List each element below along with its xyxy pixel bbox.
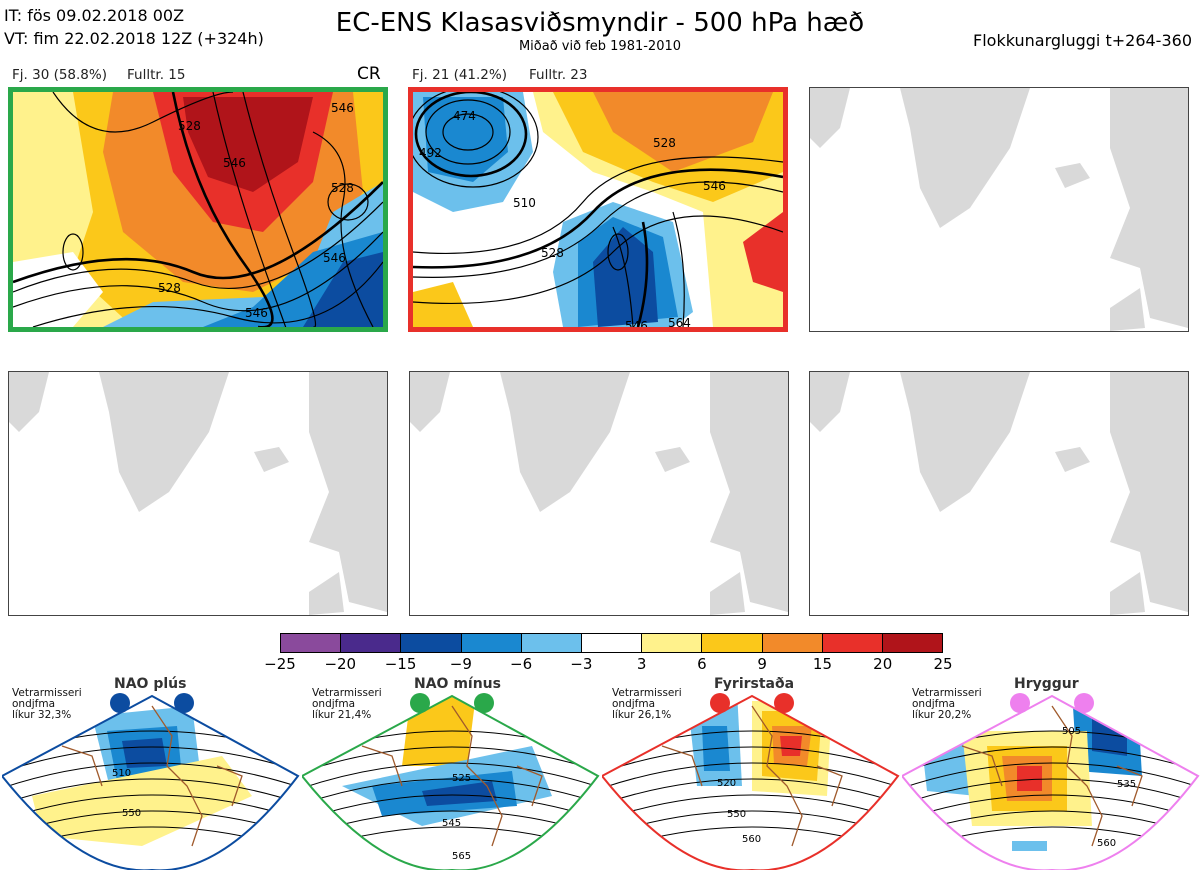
regime-marker-dot bbox=[474, 693, 494, 713]
colorbar-segment bbox=[642, 634, 703, 652]
regime-contour-label: 535 bbox=[1117, 779, 1136, 790]
regime-marker-dot bbox=[710, 693, 730, 713]
colorbar-segment bbox=[822, 634, 883, 652]
page-subtitle: Miðað við feb 1981-2010 bbox=[518, 39, 682, 54]
regime-prob: líkur 21,4% bbox=[312, 709, 372, 721]
regime-contour-label: 560 bbox=[1097, 838, 1116, 849]
regime-contour-label: 550 bbox=[122, 808, 141, 819]
regime-marker-dot bbox=[174, 693, 194, 713]
cluster1-representative: Fulltr. 15 bbox=[127, 67, 186, 83]
contour-label: 474 bbox=[453, 109, 476, 123]
colorbar-tick-label: −15 bbox=[384, 655, 417, 673]
anomaly-colorbar bbox=[280, 633, 943, 653]
colorbar-segment bbox=[762, 634, 823, 652]
colorbar-segment bbox=[521, 634, 582, 652]
regime-contour-label: 520 bbox=[717, 778, 736, 789]
cluster1-members: Fj. 30 (58.8%) bbox=[12, 67, 107, 83]
empty-map-4 bbox=[8, 371, 388, 616]
cluster-window: Flokkunargluggi t+264-360 bbox=[973, 31, 1192, 50]
colorbar-tick-label: −20 bbox=[324, 655, 357, 673]
colorbar-tick-label: −9 bbox=[449, 655, 472, 673]
regime-contour-label: 550 bbox=[727, 809, 746, 820]
contour-label: 528 bbox=[541, 246, 564, 260]
regime-contour-label: 560 bbox=[742, 834, 761, 845]
contour-label: 528 bbox=[158, 281, 181, 295]
regime-contour-label: 505 bbox=[1062, 726, 1081, 737]
page-title: EC-ENS Klasasviðsmyndir - 500 hPa hæð bbox=[335, 8, 865, 38]
init-time: IT: fös 09.02.2018 00Z bbox=[4, 6, 185, 25]
contour-label: 510 bbox=[513, 196, 536, 210]
regime-contour-label: 565 bbox=[452, 851, 471, 862]
regime-marker-dot bbox=[1074, 693, 1094, 713]
empty-map-6 bbox=[809, 371, 1189, 616]
contour-label: 492 bbox=[419, 146, 442, 160]
colorbar-tick-label: −6 bbox=[510, 655, 533, 673]
contour-label: 546 bbox=[703, 179, 726, 193]
cluster-map-2[interactable]: 474 492 510 528 528 546 546 564 bbox=[408, 87, 788, 332]
regime-season: Vetrarmisseri bbox=[12, 687, 82, 699]
regime-prob: líkur 20,2% bbox=[912, 709, 972, 721]
colorbar-segment bbox=[702, 634, 763, 652]
colorbar-tick-label: −3 bbox=[570, 655, 593, 673]
colorbar-segment bbox=[461, 634, 522, 652]
colorbar-segment bbox=[401, 634, 462, 652]
regime-season: Vetrarmisseri bbox=[612, 687, 682, 699]
regime-marker-dot bbox=[410, 693, 430, 713]
colorbar-segment bbox=[581, 634, 643, 652]
regime-mean: ondjfma bbox=[312, 698, 356, 710]
valid-time: VT: fim 22.02.2018 12Z (+324h) bbox=[4, 29, 264, 48]
regime-4: 505 535 560 Hryggur Vetrarmisseri ondjfma líku… bbox=[902, 676, 1200, 870]
regime-title: Fyrirstaða bbox=[714, 676, 795, 692]
cluster-map-1[interactable]: 528 546 528 528 546 546 546 bbox=[8, 87, 388, 332]
colorbar-tick-label: 25 bbox=[933, 655, 953, 673]
contour-label: 564 bbox=[668, 316, 691, 327]
colorbar-tick-label: 9 bbox=[757, 655, 767, 673]
empty-map-5 bbox=[409, 371, 789, 616]
contour-label: 546 bbox=[323, 251, 346, 265]
regime-season: Vetrarmisseri bbox=[312, 687, 382, 699]
regime-contour-label: 545 bbox=[442, 818, 461, 829]
colorbar-segment bbox=[341, 634, 402, 652]
regime-contour-label: 510 bbox=[112, 768, 131, 779]
regime-title: Hryggur bbox=[1014, 676, 1079, 692]
contour-label: 528 bbox=[653, 136, 676, 150]
contour-label: 546 bbox=[245, 306, 268, 320]
regime-marker-dot bbox=[110, 693, 130, 713]
cluster2-members: Fj. 21 (41.2%) bbox=[412, 67, 507, 83]
regime-marker-dot bbox=[774, 693, 794, 713]
regime-3: 520 550 560 Fyrirstaða Vetrarmisseri ondjfma l… bbox=[602, 676, 902, 870]
regime-prob: líkur 26,1% bbox=[612, 709, 672, 721]
regime-season: Vetrarmisseri bbox=[912, 687, 982, 699]
regime-1: 510 550 NAO plús Vetrarmisseri ondjfma líkur … bbox=[2, 676, 302, 870]
colorbar-tick-label: −25 bbox=[264, 655, 296, 673]
colorbar-tick-label: 15 bbox=[812, 655, 832, 673]
contour-label: 528 bbox=[178, 119, 201, 133]
contour-label: 546 bbox=[331, 101, 354, 115]
regime-mean: ondjfma bbox=[912, 698, 956, 710]
colorbar-segment bbox=[882, 634, 943, 652]
contour-label: 528 bbox=[331, 181, 354, 195]
regime-title: NAO plús bbox=[114, 676, 187, 692]
colorbar-tick-label: 20 bbox=[873, 655, 893, 673]
colorbar-tick-label: 3 bbox=[636, 655, 647, 673]
regime-marker-dot bbox=[1010, 693, 1030, 713]
empty-map-3 bbox=[809, 87, 1189, 332]
colorbar-segment bbox=[281, 634, 342, 652]
regime-title: NAO mínus bbox=[414, 676, 501, 692]
cluster1-tag: CR bbox=[357, 64, 381, 84]
regime-mean: ondjfma bbox=[612, 698, 656, 710]
colorbar-tick-label: 6 bbox=[697, 655, 707, 673]
cluster2-representative: Fulltr. 23 bbox=[529, 67, 588, 83]
regime-prob: líkur 32,3% bbox=[12, 709, 72, 721]
contour-label: 546 bbox=[223, 156, 246, 170]
contour-label: 546 bbox=[625, 319, 648, 327]
regime-2: 525 545 565 NAO mínus Vetrarmisseri ondjfma lí… bbox=[302, 676, 602, 870]
regime-contour-label: 525 bbox=[452, 773, 471, 784]
regime-mean: ondjfma bbox=[12, 698, 56, 710]
